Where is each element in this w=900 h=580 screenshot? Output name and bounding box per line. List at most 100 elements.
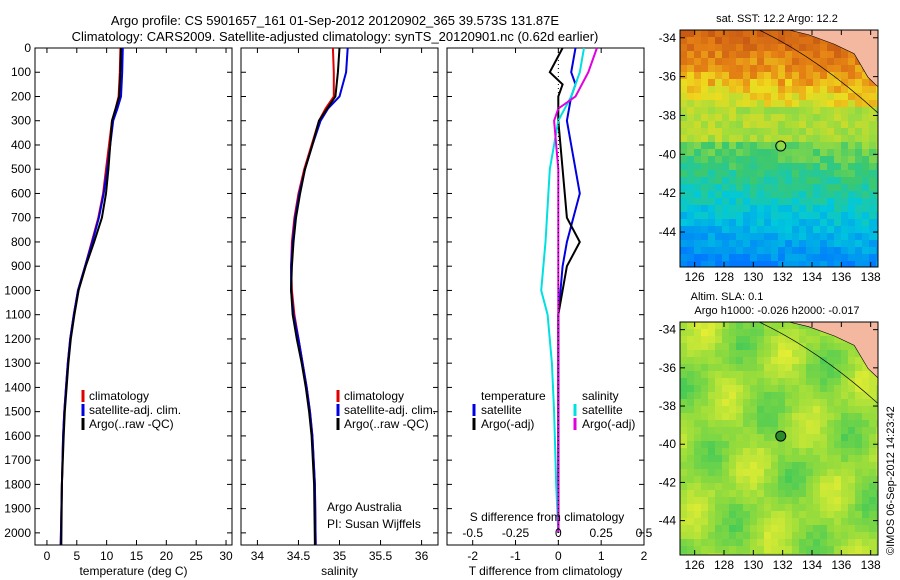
map-cell	[722, 58, 729, 65]
map-cell	[687, 525, 694, 532]
map-cell	[827, 86, 834, 93]
map-cell	[722, 420, 729, 427]
map-cell	[743, 469, 750, 476]
map-cell	[855, 546, 862, 553]
map-cell	[862, 455, 869, 462]
map-cell	[841, 100, 848, 107]
map-cell	[680, 322, 687, 329]
map-cell	[722, 254, 729, 261]
map-cell	[806, 525, 813, 532]
map-cell	[785, 378, 792, 385]
map-cell	[771, 86, 778, 93]
map-cell	[827, 546, 834, 553]
map-cell	[736, 58, 743, 65]
map-cell	[876, 191, 878, 198]
map-cell	[862, 205, 869, 212]
map-cell	[841, 385, 848, 392]
map-cell	[708, 476, 715, 483]
map-cell	[862, 553, 869, 555]
map-cell	[750, 434, 757, 441]
map-cell	[869, 448, 876, 455]
map-cell	[834, 364, 841, 371]
map-cell	[694, 329, 701, 336]
map-cell	[771, 128, 778, 135]
x-tick-label: 30	[219, 549, 233, 563]
map-cell	[729, 434, 736, 441]
map-cell	[778, 170, 785, 177]
map-cell	[771, 329, 778, 336]
map-cell	[701, 455, 708, 462]
map-cell	[792, 212, 799, 219]
map-cell	[764, 469, 771, 476]
map-cell	[743, 357, 750, 364]
map-cell	[820, 455, 827, 462]
map-cell	[778, 427, 785, 434]
map-cell	[778, 329, 785, 336]
map-cell	[820, 343, 827, 350]
map-cell	[694, 343, 701, 350]
map-cell	[778, 497, 785, 504]
map-cell	[855, 371, 862, 378]
map-cell	[834, 392, 841, 399]
map-cell	[855, 191, 862, 198]
map-cell	[848, 254, 855, 261]
map-cell	[729, 385, 736, 392]
map-cell	[750, 72, 757, 79]
map-cell	[680, 184, 687, 191]
map-cell	[743, 254, 750, 261]
map-cell	[820, 413, 827, 420]
map-cell	[722, 184, 729, 191]
difference-plot: -2 -1 0 1 2T difference from climatology-0.5…	[447, 47, 653, 578]
map-cell	[757, 532, 764, 539]
map-cell	[764, 455, 771, 462]
map-cell	[715, 350, 722, 357]
map-cell	[743, 79, 750, 86]
map-cell	[708, 86, 715, 93]
map-cell	[694, 497, 701, 504]
map-cell	[855, 170, 862, 177]
map-cell	[820, 553, 827, 555]
map-cell	[848, 539, 855, 546]
map-cell	[771, 357, 778, 364]
map-cell	[715, 240, 722, 247]
map-cell	[799, 343, 806, 350]
x-tick-label: 1	[598, 549, 605, 563]
map-cell	[778, 198, 785, 205]
lon-tick-label: 134	[802, 558, 822, 572]
map-cell	[848, 483, 855, 490]
map-cell	[876, 406, 878, 413]
lon-tick-label: 134	[802, 270, 822, 284]
map-cell	[708, 455, 715, 462]
map-cell	[862, 406, 869, 413]
map-cell	[876, 100, 878, 107]
map-cell	[771, 518, 778, 525]
map-cell	[687, 247, 694, 254]
map-cell	[855, 240, 862, 247]
map-cell	[792, 343, 799, 350]
map-cell	[694, 490, 701, 497]
map-cell	[722, 462, 729, 469]
map-cell	[862, 399, 869, 406]
map-cell	[736, 413, 743, 420]
map-cell	[785, 37, 792, 44]
map-cell	[708, 93, 715, 100]
x-tick-label: 0	[555, 549, 562, 563]
map-cell	[869, 462, 876, 469]
map-cell	[701, 51, 708, 58]
map-cell	[792, 378, 799, 385]
map-cell	[785, 420, 792, 427]
map-cell	[722, 336, 729, 343]
map-cell	[799, 539, 806, 546]
map-cell	[757, 420, 764, 427]
map-cell	[820, 163, 827, 170]
map-cell	[694, 163, 701, 170]
map-cell	[841, 114, 848, 121]
map-cell	[862, 497, 869, 504]
map-cell	[848, 212, 855, 219]
map-cell	[855, 198, 862, 205]
map-cell	[785, 100, 792, 107]
map-cell	[687, 86, 694, 93]
map-cell	[848, 219, 855, 226]
map-cell	[736, 497, 743, 504]
map-cell	[848, 240, 855, 247]
